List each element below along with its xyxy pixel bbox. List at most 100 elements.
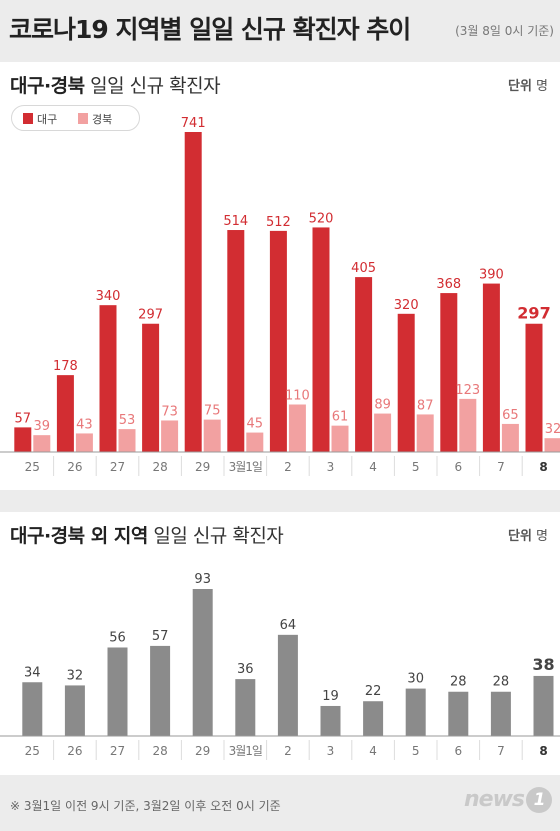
- label-gyeongbuk-11: 65: [502, 408, 519, 423]
- bar-daegu-6: [269, 230, 287, 452]
- xtick2-0: 25: [25, 744, 40, 758]
- label-gyeongbuk-12: 32: [545, 422, 560, 437]
- bar-gyeongbuk-4: [203, 419, 221, 452]
- footnote: ※ 3월1일 이전 9시 기준, 3월2일 이후 오전 0시 기준: [10, 799, 281, 813]
- xtick-9: 5: [412, 460, 420, 474]
- label-daegu-0: 57: [15, 411, 32, 426]
- legend: 대구 경북: [11, 105, 140, 131]
- label-other-8: 22: [365, 684, 382, 699]
- label-gyeongbuk-1: 43: [76, 417, 93, 432]
- bar-other-7: [320, 705, 341, 736]
- xtick-5: 3월1일: [229, 460, 262, 474]
- label-gyeongbuk-5: 45: [247, 417, 264, 432]
- daegu-gyeongbuk-panel: 대구·경북 일일 신규 확진자 단위 명 대구 경북 57 39 25 178 43 26…: [0, 62, 560, 490]
- label-daegu-10: 368: [436, 277, 461, 292]
- label-gyeongbuk-2: 53: [119, 413, 136, 428]
- subtitle: (3월 8일 0시 기준): [455, 24, 554, 38]
- logo-text: news: [463, 787, 525, 812]
- xtick-0: 25: [25, 460, 40, 474]
- label-daegu-8: 405: [351, 261, 376, 276]
- xtick2-10: 6: [454, 744, 462, 758]
- xtick2-2: 27: [110, 744, 125, 758]
- bar-other-3: [150, 645, 171, 736]
- xtick-2: 27: [110, 460, 125, 474]
- xtick-4: 29: [195, 460, 210, 474]
- bar-gyeongbuk-2: [118, 429, 136, 452]
- label-daegu-5: 514: [223, 214, 248, 229]
- panel1-title-bold: 대구·경북: [10, 75, 85, 97]
- xtick2-9: 5: [412, 744, 420, 758]
- bar-other-5: [235, 679, 256, 736]
- legend-label-daegu: 대구: [37, 113, 58, 126]
- label-other-11: 28: [493, 675, 510, 690]
- bar-other-10: [448, 691, 469, 736]
- label-daegu-6: 512: [266, 215, 291, 230]
- label-gyeongbuk-6: 110: [285, 388, 310, 403]
- chart-daegu-gyeongbuk: 5739251784326340532729773287417529514453…: [0, 116, 560, 476]
- label-gyeongbuk-10: 123: [455, 383, 480, 398]
- label-gyeongbuk-8: 89: [374, 398, 391, 413]
- xtick2-7: 3: [327, 744, 335, 758]
- bar-daegu-10: [440, 293, 458, 452]
- panel2-title-bold: 대구·경북 외 지역: [10, 525, 148, 547]
- main-title: 코로나19 지역별 일일 신규 확진자 추이: [9, 15, 411, 44]
- bar-gyeongbuk-7: [331, 425, 349, 452]
- label-other-3: 57: [152, 629, 169, 644]
- legend-item-gyeongbuk: 경북: [78, 111, 112, 127]
- xtick2-6: 2: [284, 744, 292, 758]
- label-other-10: 28: [450, 675, 467, 690]
- label-other-4: 93: [194, 572, 211, 587]
- label-other-1: 32: [67, 668, 84, 683]
- bar-other-1: [64, 685, 85, 736]
- xtick2-4: 29: [195, 744, 210, 758]
- bar-daegu-4: [184, 132, 202, 452]
- bar-gyeongbuk-12: [544, 438, 560, 452]
- bar-daegu-2: [99, 305, 117, 452]
- panel2-unit: 단위 명: [508, 525, 548, 544]
- bar-daegu-1: [56, 375, 74, 452]
- panel2-unit-bold: 단위: [507, 529, 532, 544]
- label-daegu-12: 297: [517, 304, 550, 323]
- bar-other-0: [22, 682, 43, 736]
- panel2-title-rest: 일일 신규 확진자: [147, 525, 284, 547]
- xtick2-12: 8: [539, 744, 547, 758]
- xtick-7: 3: [327, 460, 335, 474]
- label-daegu-9: 320: [394, 298, 419, 313]
- other-regions-panel: 대구·경북 외 지역 일일 신규 확진자 단위 명 34 25 32 26 56 27 57…: [0, 512, 560, 775]
- bar-gyeongbuk-5: [246, 432, 264, 452]
- bar-gyeongbuk-1: [75, 433, 93, 452]
- xtick-10: 6: [454, 460, 462, 474]
- panel2-title: 대구·경북 외 지역 일일 신규 확진자: [10, 521, 284, 548]
- xtick-12: 8: [539, 460, 547, 474]
- legend-swatch-gyeongbuk: [78, 113, 88, 124]
- bar-other-2: [107, 647, 128, 736]
- xtick-8: 4: [369, 460, 377, 474]
- label-other-0: 34: [24, 665, 41, 680]
- bar-daegu-7: [312, 227, 330, 452]
- bar-daegu-3: [142, 323, 160, 452]
- label-other-5: 36: [237, 662, 254, 677]
- legend-label-gyeongbuk: 경북: [92, 113, 113, 126]
- bar-gyeongbuk-6: [288, 404, 306, 452]
- label-gyeongbuk-7: 61: [332, 410, 349, 425]
- xtick2-3: 28: [152, 744, 167, 758]
- panel1-unit-rest: 명: [531, 79, 548, 94]
- bar-other-8: [363, 701, 384, 736]
- bar-daegu-5: [227, 230, 245, 452]
- label-gyeongbuk-3: 73: [161, 404, 178, 419]
- xtick2-5: 3월1일: [229, 744, 262, 758]
- label-daegu-7: 520: [309, 211, 334, 226]
- label-other-12: 38: [532, 655, 554, 674]
- bar-daegu-9: [397, 313, 415, 452]
- bar-gyeongbuk-9: [416, 414, 434, 452]
- bar-daegu-12: [525, 323, 543, 452]
- label-other-7: 19: [322, 689, 339, 704]
- label-daegu-4: 741: [181, 116, 206, 131]
- panel1-title: 대구·경북 일일 신규 확진자: [10, 71, 221, 98]
- bar-daegu-8: [355, 277, 373, 452]
- legend-swatch-daegu: [23, 113, 33, 124]
- header: 코로나19 지역별 일일 신규 확진자 추이 (3월 8일 0시 기준): [0, 0, 560, 62]
- xtick-1: 26: [67, 460, 82, 474]
- bar-daegu-0: [14, 427, 32, 452]
- bar-other-12: [533, 675, 554, 736]
